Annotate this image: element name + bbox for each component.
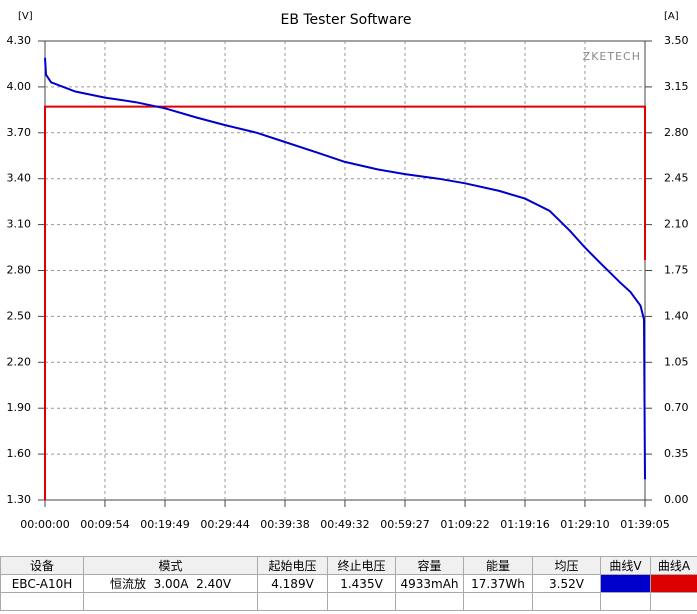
header-cell: 容量: [395, 556, 464, 575]
y-axis-label: [V]: [18, 11, 33, 22]
header-cell: 设备: [0, 556, 84, 575]
y-tick-label: 1.60: [7, 447, 32, 460]
x-tick-label: 01:29:10: [560, 518, 609, 531]
y2-tick-label: 1.05: [664, 355, 689, 368]
y2-axis-label: [A]: [664, 11, 679, 22]
watermark: ZKETECH: [583, 50, 641, 63]
y-tick-label: 1.30: [7, 493, 32, 506]
header-cell: 曲线V: [600, 556, 651, 575]
chart-title: EB Tester Software: [280, 12, 411, 28]
cell: 3.52V: [532, 574, 601, 593]
cell: 1.435V: [327, 574, 396, 593]
curve-color: [650, 574, 697, 593]
y-tick-label: 3.70: [7, 126, 32, 139]
y-tick-label: 1.90: [7, 401, 32, 414]
x-tick-label: 00:39:38: [260, 518, 309, 531]
series-line: [44, 57, 646, 480]
y-tick-label: 2.20: [7, 355, 32, 368]
y2-tick-label: 1.75: [664, 264, 689, 277]
cell: 恒流放 3.00A 2.40V: [83, 574, 258, 593]
x-tick-label: 01:39:05: [620, 518, 669, 531]
y-tick-label: 2.50: [7, 309, 32, 322]
y2-tick-label: 0.70: [664, 401, 689, 414]
y2-tick-label: 0.00: [664, 493, 689, 506]
header-cell: 终止电压: [327, 556, 396, 575]
y-tick-label: 4.30: [7, 34, 32, 47]
x-tick-label: 01:19:16: [500, 518, 549, 531]
y2-tick-label: 2.80: [664, 126, 689, 139]
y2-tick-label: 2.10: [664, 218, 689, 231]
x-tick-label: 00:29:44: [200, 518, 249, 531]
series-line: [44, 105, 646, 500]
header-cell: 能量: [463, 556, 533, 575]
cell: EBC-A10H: [0, 574, 84, 593]
info-table: 设备 模式 起始电压 终止电压 容量 能量 均压 曲线V 曲线A EBC-A10H 恒流放 3.00…: [0, 556, 697, 611]
y2-tick-label: 0.35: [664, 447, 689, 460]
x-tick-label: 00:09:54: [80, 518, 129, 531]
y2-tick-label: 3.50: [664, 34, 689, 47]
header-cell: 模式: [83, 556, 258, 575]
chart: EB Tester Software [V] [A] ZKETECH 1.30 1…: [7, 11, 689, 531]
cell: 4933mAh: [395, 574, 464, 593]
header-cell: 起始电压: [257, 556, 328, 575]
y-tick-label: 3.40: [7, 172, 32, 185]
x-tick-label: 01:09:22: [440, 518, 489, 531]
y-tick-label: 4.00: [7, 80, 32, 93]
header-cell: 均压: [532, 556, 601, 575]
y-tick-label: 2.80: [7, 264, 32, 277]
x-tick-label: 00:49:32: [320, 518, 369, 531]
x-tick-label: 00:00:00: [20, 518, 69, 531]
x-tick-label: 00:59:27: [380, 518, 429, 531]
curve-color: [600, 574, 651, 593]
cell: 17.37Wh: [463, 574, 533, 593]
y2-tick-label: 2.45: [664, 172, 689, 185]
header-cell: 曲线A: [650, 556, 697, 575]
x-tick-label: 00:19:49: [140, 518, 189, 531]
y2-tick-label: 1.40: [664, 309, 689, 322]
cell: 4.189V: [257, 574, 328, 593]
y-tick-label: 3.10: [7, 218, 32, 231]
y2-tick-label: 3.15: [664, 80, 689, 93]
